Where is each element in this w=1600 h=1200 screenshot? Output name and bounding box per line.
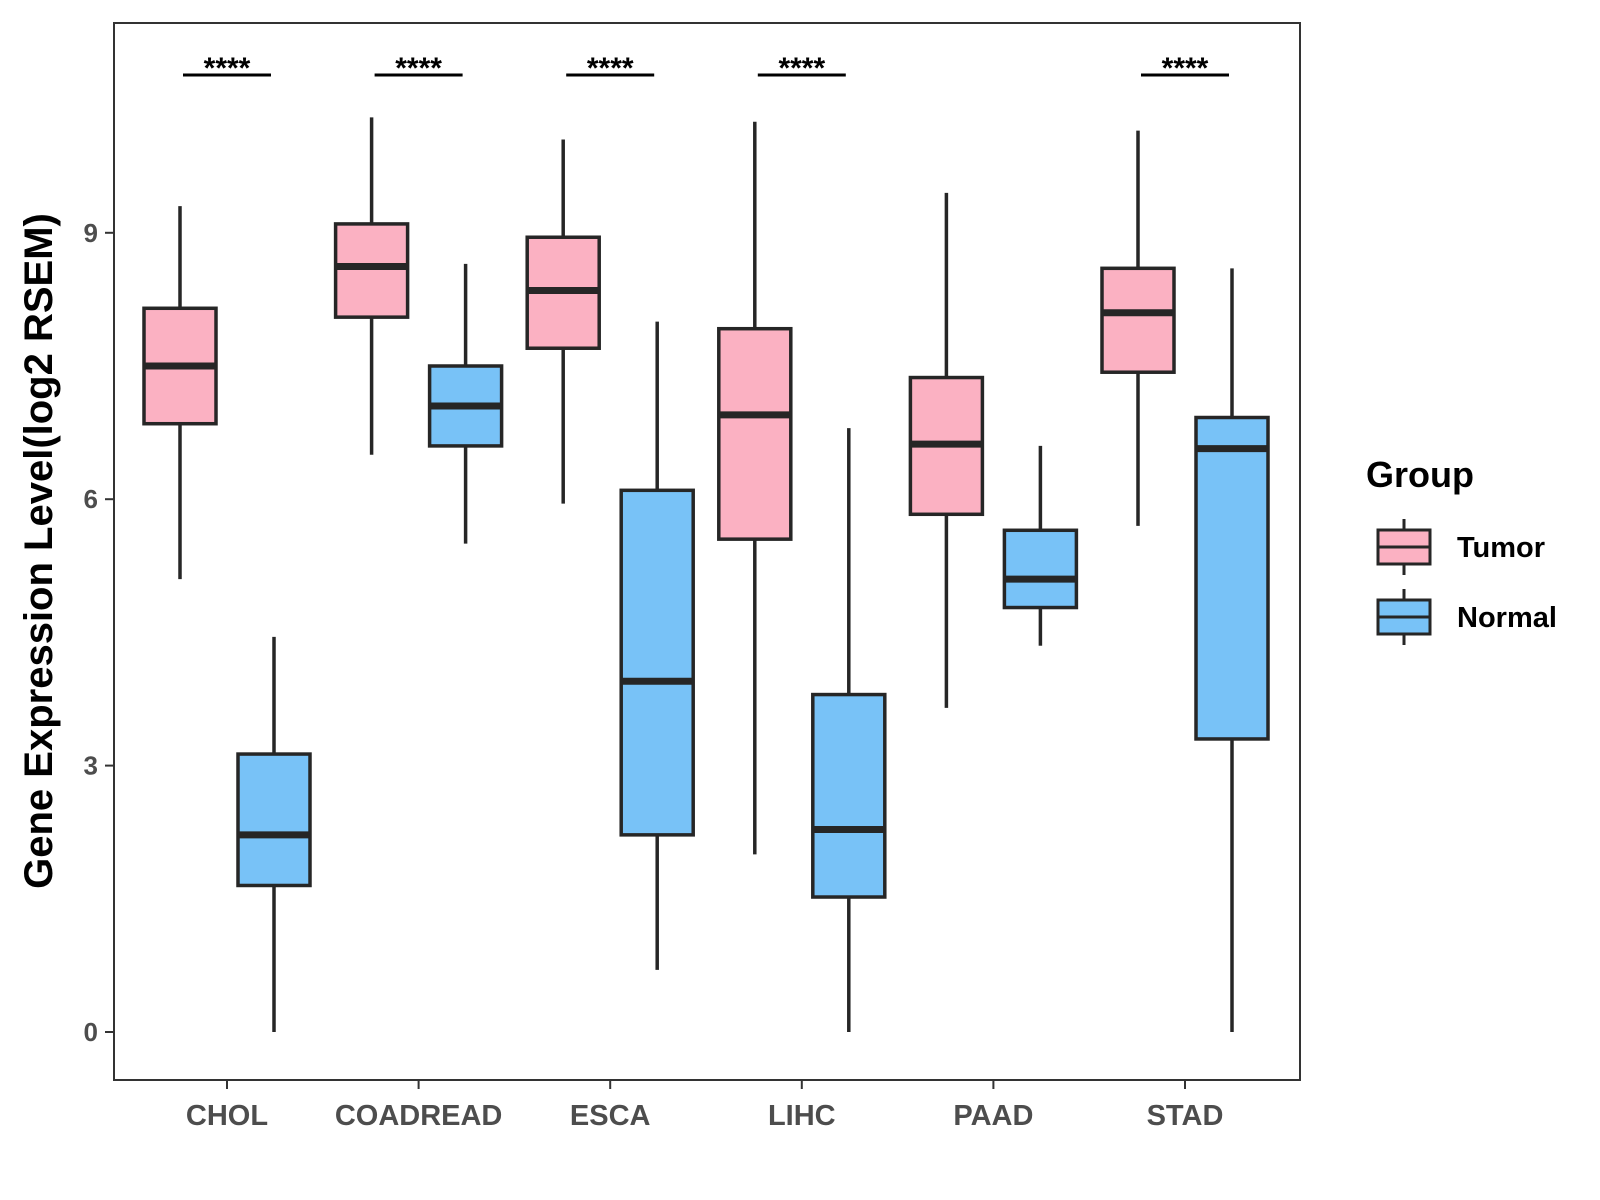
box-normal-coadread xyxy=(427,263,504,544)
legend-title: Group xyxy=(1366,454,1474,495)
box-body xyxy=(1194,415,1270,741)
legend-label: Normal xyxy=(1457,602,1557,634)
plot-marks: **** **** **** **** **** xyxy=(142,52,1270,1032)
x-tick-label: PAAD xyxy=(953,1100,1033,1132)
box-tumor-coadread xyxy=(333,117,410,455)
significance-lihc: **** xyxy=(757,52,846,85)
significance-stad: **** xyxy=(1141,52,1229,85)
legend-label: Tumor xyxy=(1457,532,1545,564)
legend: Group Tumor Normal xyxy=(1366,454,1557,645)
box-tumor-paad xyxy=(908,192,985,708)
legend-item-normal: Normal xyxy=(1376,589,1557,645)
significance-label: **** xyxy=(204,52,251,85)
y-tick-label: 0 xyxy=(84,1017,98,1047)
y-tick-label: 3 xyxy=(84,751,98,781)
box-body xyxy=(236,752,312,888)
box-normal-chol xyxy=(236,636,312,1032)
box-normal-paad xyxy=(1002,445,1079,646)
x-tick-label: STAD xyxy=(1147,1100,1224,1132)
box-body xyxy=(619,488,695,837)
box-tumor-lihc xyxy=(717,121,793,855)
legend-item-tumor: Tumor xyxy=(1376,519,1545,575)
x-tick-label: CHOL xyxy=(186,1100,268,1132)
box-normal-esca xyxy=(619,321,695,970)
x-tick-label: ESCA xyxy=(570,1100,651,1132)
box-body xyxy=(717,326,793,541)
significance-esca: **** xyxy=(566,52,655,85)
box-body xyxy=(333,222,410,319)
box-tumor-esca xyxy=(525,139,601,504)
significance-coadread: **** xyxy=(374,52,463,85)
box-normal-stad xyxy=(1194,268,1270,1032)
box-body xyxy=(1002,528,1079,610)
y-tick-label: 9 xyxy=(84,218,98,248)
box-body xyxy=(1100,266,1176,374)
box-tumor-stad xyxy=(1100,130,1176,526)
box-normal-lihc xyxy=(811,428,887,1032)
y-tick-label: 6 xyxy=(84,484,98,514)
significance-label: **** xyxy=(395,52,442,85)
x-tick-label: COADREAD xyxy=(335,1100,503,1132)
box-body xyxy=(811,692,887,899)
y-axis-title: Gene Expression Level(log2 RSEM) xyxy=(17,213,61,889)
axes: 0 3 6 9 CHOL COADREAD ESCA LIHC PAAD STAD xyxy=(84,218,1224,1132)
significance-chol: **** xyxy=(183,52,271,85)
significance-label: **** xyxy=(778,52,825,85)
plot-panel-border xyxy=(113,22,1301,1081)
significance-label: **** xyxy=(1162,52,1209,85)
significance-label: **** xyxy=(587,52,634,85)
box-tumor-chol xyxy=(142,206,218,580)
x-tick-label: LIHC xyxy=(768,1100,836,1132)
